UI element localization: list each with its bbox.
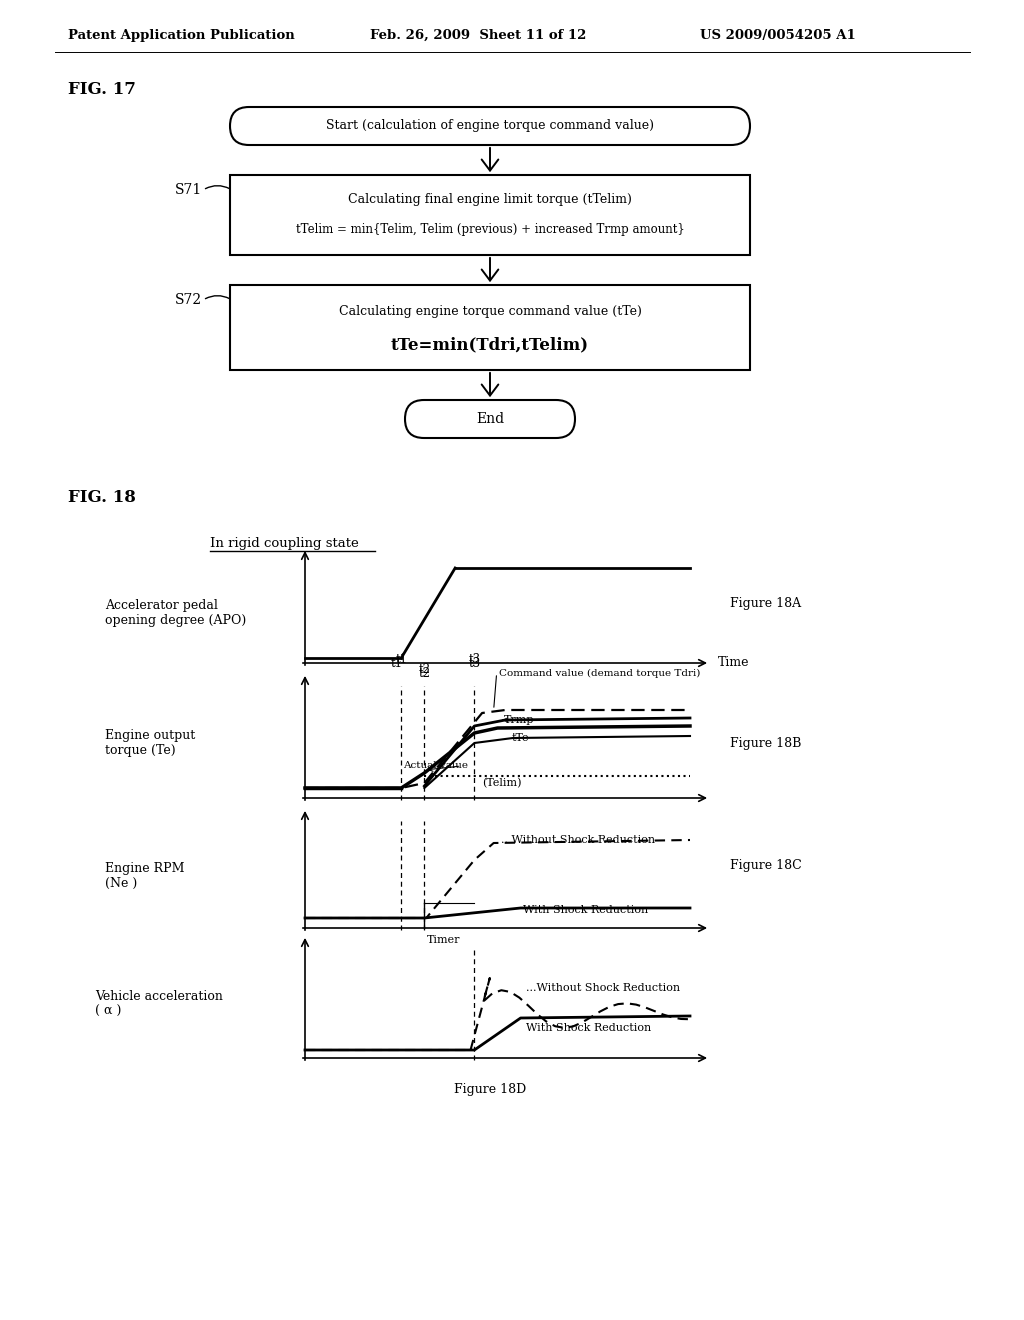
Text: Vehicle acceleration
( α ): Vehicle acceleration ( α ): [95, 990, 223, 1018]
Text: t1: t1: [390, 657, 402, 671]
Text: Figure 18A: Figure 18A: [730, 597, 801, 610]
Text: t2: t2: [419, 667, 430, 680]
Text: Calculating final engine limit torque (tTelim): Calculating final engine limit torque (t…: [348, 194, 632, 206]
Text: Trmp: Trmp: [505, 715, 535, 725]
Text: Engine output
torque (Te): Engine output torque (Te): [105, 729, 196, 756]
FancyBboxPatch shape: [230, 107, 750, 145]
Text: Time: Time: [718, 656, 750, 669]
Text: tTelim = min{Telim, Telim (previous) + increased Trmp amount}: tTelim = min{Telim, Telim (previous) + i…: [296, 223, 684, 236]
Text: t1: t1: [395, 653, 408, 667]
Text: US 2009/0054205 A1: US 2009/0054205 A1: [700, 29, 856, 41]
Text: Calculating engine torque command value (tTe): Calculating engine torque command value …: [339, 305, 641, 318]
Text: t3: t3: [468, 657, 480, 671]
Text: Command value (demand torque Tdri): Command value (demand torque Tdri): [499, 668, 700, 677]
Text: Patent Application Publication: Patent Application Publication: [68, 29, 295, 41]
Text: With Shock Reduction: With Shock Reduction: [522, 906, 648, 915]
Text: S72: S72: [175, 293, 202, 308]
Text: FIG. 17: FIG. 17: [68, 82, 136, 99]
Text: (Telim): (Telim): [482, 777, 521, 788]
Text: t2: t2: [419, 663, 430, 676]
FancyBboxPatch shape: [406, 400, 575, 438]
Text: End: End: [476, 412, 504, 426]
Text: S71: S71: [175, 183, 203, 197]
Text: Figure 18C: Figure 18C: [730, 859, 802, 873]
Bar: [230, 176, 750, 255]
Text: FIG. 18: FIG. 18: [68, 490, 136, 507]
Text: tTe: tTe: [512, 733, 529, 743]
Text: Engine RPM
(Ne ): Engine RPM (Ne ): [105, 862, 184, 890]
Text: Figure 18D: Figure 18D: [454, 1084, 526, 1097]
Text: Timer: Timer: [427, 935, 461, 945]
Text: In rigid coupling state: In rigid coupling state: [210, 536, 358, 549]
Text: tTe=min(Tdri,tTelim): tTe=min(Tdri,tTelim): [391, 337, 589, 354]
Text: .. Without Shock Reduction: .. Without Shock Reduction: [502, 836, 655, 845]
Text: Figure 18B: Figure 18B: [730, 737, 802, 750]
Text: Actual value: Actual value: [403, 762, 468, 771]
Text: t3: t3: [468, 653, 480, 667]
Text: With Shock Reduction: With Shock Reduction: [525, 1023, 651, 1034]
Text: Feb. 26, 2009  Sheet 11 of 12: Feb. 26, 2009 Sheet 11 of 12: [370, 29, 587, 41]
Text: Accelerator pedal
opening degree (APO): Accelerator pedal opening degree (APO): [105, 599, 246, 627]
Bar: [230, 285, 750, 370]
Text: ...Without Shock Reduction: ...Without Shock Reduction: [525, 983, 680, 993]
Text: Start (calculation of engine torque command value): Start (calculation of engine torque comm…: [326, 120, 654, 132]
